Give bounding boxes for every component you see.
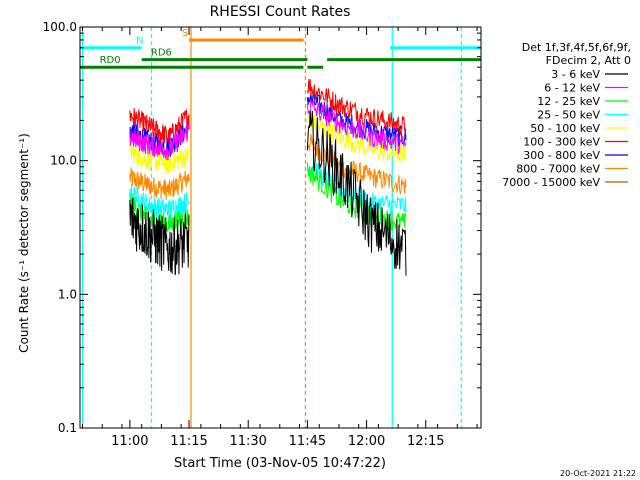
- y-tick-label-3: 100.0: [43, 20, 77, 34]
- series-3-6-kev-seg0: [129, 197, 190, 276]
- y-tick-label-1: 1.0: [58, 287, 77, 301]
- legend-label-4: 50 - 100 keV: [530, 122, 600, 135]
- status-label-rd0: RD0: [100, 55, 121, 66]
- status-label-s: S: [182, 28, 188, 39]
- legend-header-line1: Det 1f,3f,4f,5f,6f,9f,: [522, 41, 631, 54]
- series-800-7000-kev-seg0: [129, 167, 190, 201]
- legend-label-7: 800 - 7000 keV: [516, 163, 600, 176]
- y-tick-label-2: 10.0: [50, 154, 77, 168]
- timestamp: 20-Oct-2021 21:22: [560, 469, 636, 478]
- plot-frame: [79, 26, 482, 429]
- x-tick-label-4: 12:00: [348, 434, 385, 449]
- x-axis-label: Start Time (03-Nov-05 10:47:22): [174, 456, 386, 471]
- legend-label-6: 300 - 800 keV: [523, 149, 600, 162]
- series-100-300-kev-seg1: [306, 79, 407, 135]
- legend-label-3: 25 - 50 keV: [537, 109, 600, 122]
- series-6-12-kev-seg1: [306, 99, 407, 155]
- legend-label-2: 12 - 25 keV: [537, 95, 600, 108]
- x-tick-label-2: 11:30: [229, 434, 266, 449]
- status-label-n: N: [136, 36, 143, 47]
- series-100-300-kev-seg0: [129, 108, 190, 146]
- plot-area: N S RD0 RD6: [80, 27, 481, 428]
- x-tick-label-3: 11:45: [289, 434, 326, 449]
- legend-label-0: 3 - 6 keV: [551, 68, 600, 81]
- series-25-50-kev-seg0: [129, 183, 190, 220]
- y-tick-label-0: 0.1: [58, 421, 77, 435]
- status-label-rd6: RD6: [151, 48, 172, 59]
- x-tick-label-0: 11:00: [111, 434, 148, 449]
- chart-title: RHESSI Count Rates: [210, 4, 351, 20]
- x-tick-label-1: 11:15: [170, 434, 207, 449]
- y-axis-label: Count Rate (s⁻¹ detector segment⁻¹): [17, 133, 31, 353]
- legend-label-1: 6 - 12 keV: [544, 82, 600, 95]
- legend-label-5: 100 - 300 keV: [523, 136, 600, 149]
- series-3-6-kev-seg1: [306, 110, 407, 276]
- series-6-12-kev-seg0: [129, 124, 190, 161]
- x-tick-label-5: 12:15: [407, 434, 444, 449]
- legend-header-line2: FDecim 2, Att 0: [546, 54, 631, 67]
- legend-label-8: 7000 - 15000 keV: [502, 176, 600, 189]
